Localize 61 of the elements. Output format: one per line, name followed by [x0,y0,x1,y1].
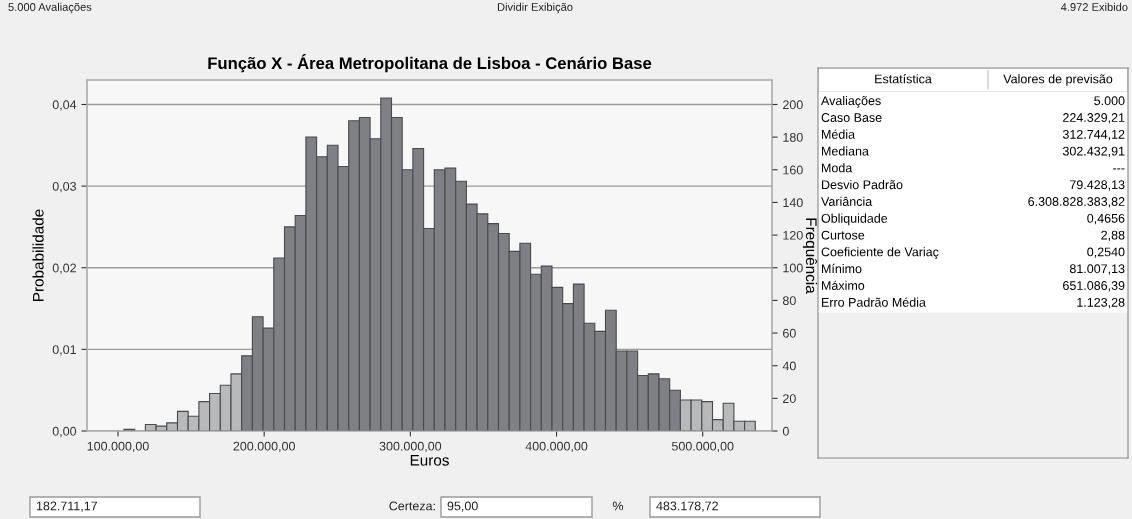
text: Média [822,129,856,139]
text: --- [1113,168,1125,170]
text: Valores de previsão [1003,74,1113,86]
text: 224.329,21 [1063,113,1125,124]
text: 302.432,91 [1062,146,1125,158]
text: Coeficiente de Variaç [821,247,939,259]
text: 312.744,12 [1062,129,1125,141]
text: 1.123,28 [1077,297,1125,309]
y2-tick-label: 120 [783,230,803,240]
text: Desvio Padrão [822,179,903,190]
x-tick-label: 400.000,00 [525,441,588,453]
text: Erro Padrão Média [822,297,926,307]
x-axis-title: Euros [410,455,449,466]
y-axis-title: Probabilidade [32,209,44,301]
text: Dividir Exibição [497,2,573,14]
text: 5.000 [1094,96,1125,106]
y-tick-label: 0,00 [52,426,77,438]
text: 483.178,72 [656,501,718,512]
text: Obliquidade [821,213,888,226]
text: 81.007,13 [1069,264,1125,275]
y-tick-label: 0,03 [52,181,77,193]
y2-tick-label: 100 [783,263,803,273]
text: 651.086,39 [1063,281,1125,292]
y2-tick-label: 80 [782,296,796,306]
y2-tick-label: 160 [783,165,803,175]
text: Certeza: [389,501,435,511]
x-tick-label: 500.000,00 [671,441,734,453]
text: 5.000 Avaliações [8,2,92,14]
text: 0,4656 [1087,213,1125,225]
chart-title: Função X - Área Metropolitana de Lisboa - Cenário Base [208,54,652,73]
text: % [612,501,624,511]
x-tick-label: 100.000,00 [87,441,149,453]
y2-tick-label: 140 [783,198,803,208]
text: Avaliações [821,95,881,108]
text: 2,88 [1101,230,1125,242]
y-tick-label: 0,02 [52,263,76,274]
text: Mínimo [822,263,862,274]
x-tick-label: 200.000,00 [233,441,295,453]
y2-tick-label: 200 [783,100,803,110]
text: Variância [821,196,873,206]
text: Caso Base [821,113,882,122]
text: Mediana [822,146,869,156]
x-tick-label: 300.000,00 [379,441,442,453]
y2-axis-title: Frequência [802,218,818,294]
text: 95,00 [447,501,478,512]
text: Curtose [821,230,865,240]
y2-tick-label: 20 [783,394,796,403]
text: Estatística [875,74,932,84]
y2-tick-label: 40 [782,361,796,371]
y2-tick-label: 0 [782,426,789,436]
y2-tick-label: 180 [783,132,803,142]
text: 79.428,13 [1070,180,1125,191]
text: Máximo [822,280,865,290]
y-tick-label: 0,01 [52,345,76,356]
text: 6.308.828.383,82 [1028,197,1125,208]
y2-tick-label: 60 [783,328,796,338]
text: Moda [822,163,853,173]
text: 182.711,17 [36,501,98,512]
text: 0,2540 [1087,247,1125,258]
text: 4.972 Exibido [1060,2,1128,11]
y-tick-label: 0,04 [52,100,77,111]
